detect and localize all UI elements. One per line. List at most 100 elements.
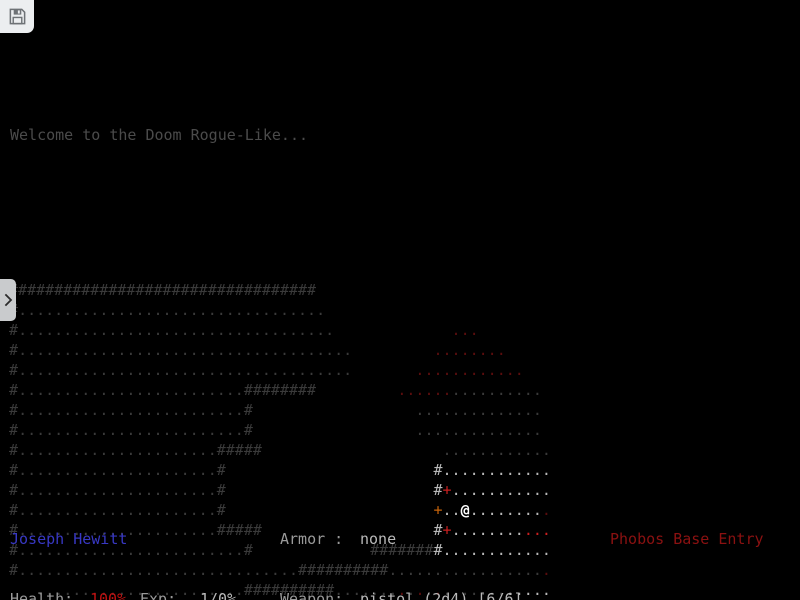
map-glyph-run <box>316 281 722 299</box>
map-glyph-run: ##### <box>216 441 262 459</box>
map-glyph-run: ............ <box>442 461 551 479</box>
map-glyph-run: . <box>541 501 551 519</box>
map-glyph-run: # <box>9 321 19 339</box>
save-button[interactable] <box>0 0 34 33</box>
map-glyph-run: ............ <box>415 361 524 379</box>
map-glyph-run <box>524 361 723 379</box>
map-glyph-run <box>0 321 9 339</box>
chevron-right-icon <box>3 293 13 307</box>
map-glyph-run: + <box>442 481 452 499</box>
map-glyph-run: # <box>9 521 19 539</box>
map-glyph-run: ####### <box>370 541 434 559</box>
map-row: #.........................######## .....… <box>0 380 800 400</box>
map-glyph-run: ################################## <box>9 281 317 299</box>
map-glyph-run: ......................... <box>18 421 244 439</box>
map-glyph-run: # <box>243 541 253 559</box>
map-row: #.........................# ########....… <box>0 540 800 560</box>
map-glyph-run <box>479 321 723 339</box>
map-glyph-run: . <box>397 581 407 599</box>
map-glyph-run: ..................................... <box>18 361 416 379</box>
exp-value: 1/0% <box>200 590 237 600</box>
armor-value: none <box>360 530 397 548</box>
map-row: #...............................########… <box>0 560 800 580</box>
map-glyph-run <box>506 341 723 359</box>
map-glyph-run <box>0 441 9 459</box>
map-glyph-run: # <box>216 501 226 519</box>
map-glyph-run: . <box>415 581 425 599</box>
map-glyph-run: ........ <box>469 501 542 519</box>
map-glyph-run: ...................... <box>18 441 217 459</box>
map-glyph-run: @ <box>460 501 470 519</box>
map-glyph-run: ....... <box>334 581 398 599</box>
map-glyph-run: ########## <box>298 561 389 579</box>
map-glyph-run: # <box>433 521 443 539</box>
map-glyph-run <box>0 341 9 359</box>
map-row: #.........................# ............… <box>0 400 800 420</box>
level-name: Phobos Base Entry <box>610 530 764 548</box>
map-glyph-run: # <box>9 541 19 559</box>
map-glyph-run: # <box>9 561 19 579</box>
map-row: #......................# +..@......... <box>0 500 800 520</box>
sidebar-expand-toggle[interactable] <box>0 279 16 321</box>
floppy-disk-save-icon <box>8 7 27 26</box>
map-glyph-run: # <box>9 341 19 359</box>
map-glyph-run: . <box>541 561 551 579</box>
map-glyph-run: ......................... <box>18 401 244 419</box>
map-glyph-run <box>316 381 397 399</box>
map-row: .......................##########.......… <box>0 580 800 600</box>
map-glyph-run <box>226 461 434 479</box>
map-glyph-run: ......................... <box>18 541 244 559</box>
map-glyph-run: ..................................... <box>18 341 434 359</box>
map-glyph-run: + <box>442 521 452 539</box>
map-glyph-run: # <box>9 441 19 459</box>
map-glyph-run: ............ <box>442 541 551 559</box>
map-glyph-run <box>0 401 9 419</box>
map-glyph-run: ...................... <box>18 461 217 479</box>
map-glyph-run: ...................... <box>18 481 217 499</box>
armor-label: Armor : <box>280 530 344 548</box>
map-glyph-run: # <box>433 461 443 479</box>
map-row: ################################## <box>0 280 800 300</box>
weapon-label: Weapon: <box>280 590 344 600</box>
map-glyph-run: # <box>9 461 19 479</box>
map-glyph-run: .............. <box>252 421 723 439</box>
map-grid[interactable]: ################################## #....… <box>0 280 800 600</box>
map-glyph-run: ........... <box>451 481 551 499</box>
map-glyph-run: # <box>9 381 19 399</box>
map-glyph-run: # <box>216 461 226 479</box>
weapon-value: pistol (2d4) [6/6] <box>360 590 523 600</box>
map-glyph-run: ########## <box>243 581 335 599</box>
map-glyph-run: # <box>9 501 19 519</box>
map-glyph-run: ##### <box>216 521 262 539</box>
map-glyph-run: ........ <box>433 341 506 359</box>
map-glyph-run: .......... <box>451 381 723 399</box>
map-glyph-run: .. <box>442 501 461 519</box>
map-glyph-run <box>0 461 9 479</box>
map-glyph-run: # <box>243 401 253 419</box>
map-glyph-run: ............................... <box>18 561 299 579</box>
map-glyph-run: . <box>433 581 443 599</box>
map-glyph-run: ................. <box>388 561 542 579</box>
map-row: #.........................# ............… <box>0 420 800 440</box>
map-glyph-run: . <box>406 581 416 599</box>
map-glyph-run: # <box>9 361 19 379</box>
map-glyph-run <box>0 381 9 399</box>
map-row: #......................# #+........... <box>0 480 800 500</box>
map-row: #......................# #............ <box>0 460 800 480</box>
health-value: 100% <box>90 590 127 600</box>
map-row: #................................... ... <box>0 320 800 340</box>
map-glyph-run: ........ <box>451 521 524 539</box>
map-glyph-run: # <box>9 421 19 439</box>
exp-label: Exp: <box>140 590 177 600</box>
status-row-1: Joseph Hewitt Armor : none Phobos Base E… <box>0 529 800 549</box>
map-glyph-run: ................................... <box>18 321 452 339</box>
map-row: #......................##### ...........… <box>0 440 800 460</box>
map-glyph-run: ....................... <box>0 581 244 599</box>
map-row: #..................................... .… <box>0 340 800 360</box>
map-row: #......................##### #+.........… <box>0 520 800 540</box>
player-name: Joseph Hewitt <box>10 530 128 548</box>
map-glyph-run <box>0 421 9 439</box>
status-bar: Joseph Hewitt Armor : none Phobos Base E… <box>0 489 800 600</box>
